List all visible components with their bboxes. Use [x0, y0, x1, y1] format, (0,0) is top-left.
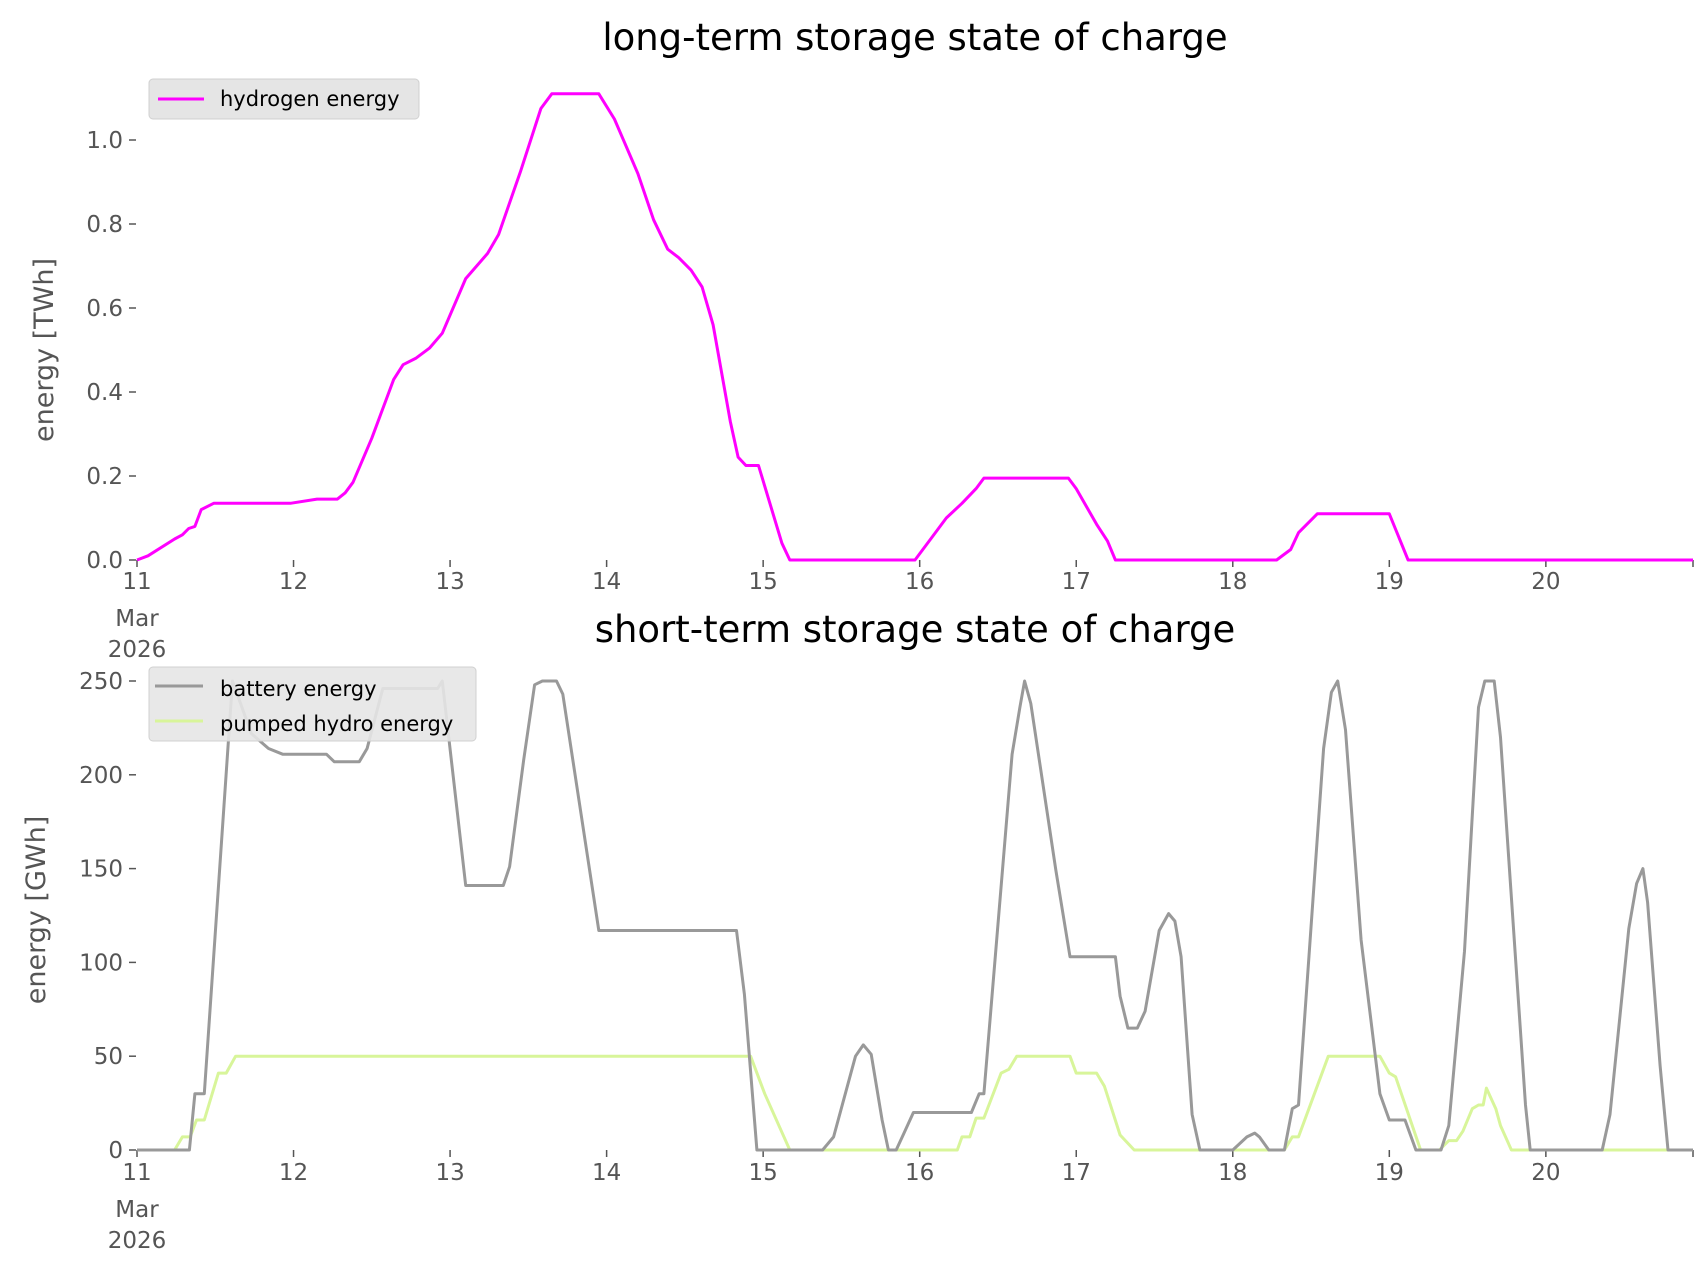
x-tick-label: 18	[1218, 1160, 1247, 1186]
axis-ticks: 11 12 13 14 15 16 17 18 19 20 Mar 2026 0.0 0.2 0.4 0.6 0…	[86, 128, 1694, 663]
x-tick-label: 16	[905, 569, 934, 595]
y-axis-label: energy [TWh]	[29, 258, 60, 442]
short-term-storage-panel: short-term storage state of charge energ…	[21, 608, 1694, 1254]
y-tick-label: 0.6	[86, 296, 123, 322]
x-tick-sublabel: Mar	[115, 1197, 159, 1223]
y-axis-label: energy [GWh]	[21, 816, 52, 1004]
y-tick-label: 100	[79, 950, 123, 976]
x-tick-label: 14	[592, 1160, 621, 1186]
y-tick-label: 0	[108, 1138, 123, 1164]
x-tick-sublabel: 2026	[108, 637, 167, 663]
series-line-hydrogen-energy	[136, 92, 1693, 562]
x-tick-label: 19	[1375, 1160, 1404, 1186]
legend-box	[148, 78, 420, 120]
x-tick-label: 16	[905, 1160, 934, 1186]
x-tick-label: 12	[279, 569, 308, 595]
x-tick-label: 18	[1218, 569, 1247, 595]
series-line-battery-energy	[137, 679, 1693, 1152]
x-tick-label: 17	[1062, 569, 1091, 595]
x-tick-sublabel: 2026	[108, 1228, 167, 1254]
series-lines	[137, 679, 1693, 1152]
x-tick-label: 17	[1062, 1160, 1091, 1186]
chart-title: long-term storage state of charge	[602, 16, 1227, 59]
y-tick-label: 1.0	[86, 128, 123, 154]
x-tick-label: 20	[1531, 1160, 1560, 1186]
legend: battery energy pumped hydro energy	[148, 666, 477, 742]
legend-label-battery: battery energy	[220, 677, 377, 701]
series-lines	[136, 92, 1693, 562]
x-tick-label: 13	[435, 1160, 464, 1186]
y-tick-label: 250	[79, 669, 123, 695]
y-tick-label: 0.0	[86, 548, 123, 574]
y-tick-label: 200	[79, 763, 123, 789]
y-tick-label: 0.4	[86, 380, 123, 406]
y-tick-label: 150	[79, 857, 123, 883]
x-tick-sublabel: Mar	[115, 606, 159, 632]
chart-title: short-term storage state of charge	[595, 608, 1236, 651]
x-tick-label: 20	[1531, 569, 1560, 595]
x-tick-label: 15	[749, 569, 778, 595]
y-tick-label: 0.2	[86, 464, 123, 490]
legend: hydrogen energy	[148, 78, 420, 120]
legend-label-hydrogen: hydrogen energy	[220, 87, 400, 111]
series-line-pumped-hydro-energy	[137, 1054, 1693, 1152]
x-tick-label: 11	[122, 569, 151, 595]
x-tick-label: 11	[122, 1160, 151, 1186]
x-tick-label: 13	[435, 569, 464, 595]
legend-label-pumped-hydro: pumped hydro energy	[220, 712, 453, 736]
x-tick-label: 12	[279, 1160, 308, 1186]
axis-ticks: 11 12 13 14 15 16 17 18 19 20 Mar 2026 0 50 100 150 200 2…	[79, 669, 1694, 1254]
x-tick-label: 15	[749, 1160, 778, 1186]
x-tick-label: 14	[592, 569, 621, 595]
x-tick-label: 19	[1375, 569, 1404, 595]
y-tick-label: 0.8	[86, 212, 123, 238]
y-tick-label: 50	[94, 1044, 123, 1070]
legend-box	[148, 666, 477, 742]
long-term-storage-panel: long-term storage state of charge energy…	[29, 16, 1694, 663]
